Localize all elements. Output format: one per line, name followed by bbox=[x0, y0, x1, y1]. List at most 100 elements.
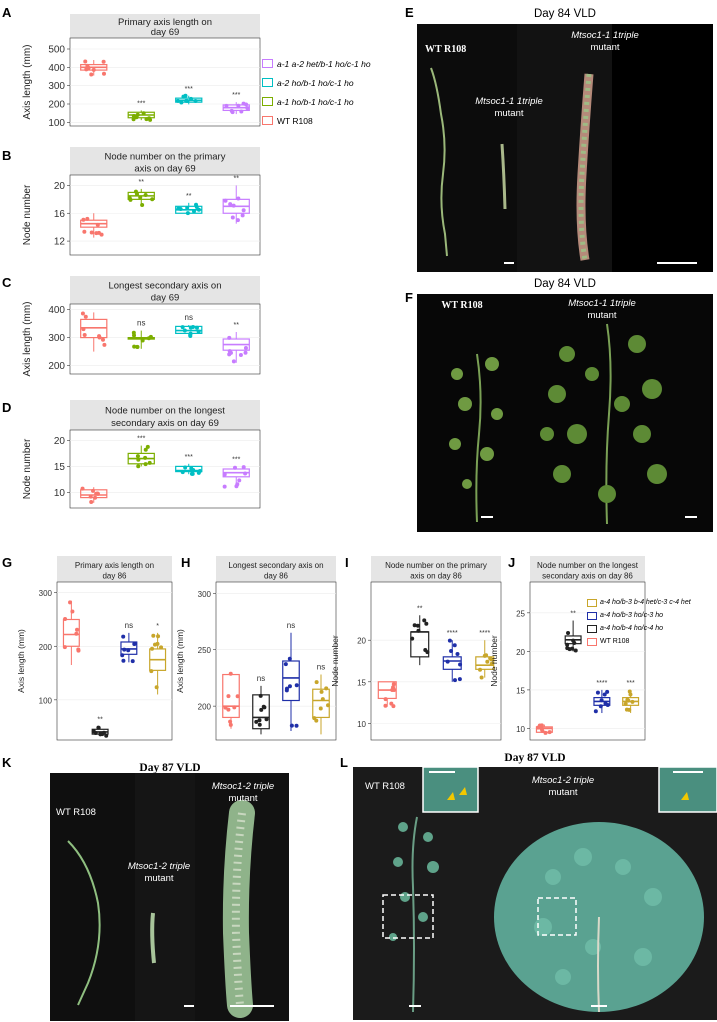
data-point bbox=[182, 328, 187, 333]
panel-label-h: H bbox=[181, 555, 191, 570]
box-1: ** bbox=[127, 179, 155, 207]
data-point bbox=[318, 706, 323, 711]
box-1: ** bbox=[91, 717, 109, 738]
box-0 bbox=[80, 213, 108, 238]
data-point bbox=[627, 707, 632, 712]
data-point bbox=[537, 723, 542, 728]
data-point bbox=[230, 110, 235, 115]
y-tick-label: 12 bbox=[54, 237, 66, 248]
data-point bbox=[140, 338, 145, 343]
photo-l-plants bbox=[382, 767, 717, 1013]
data-point bbox=[97, 334, 102, 339]
data-point bbox=[80, 311, 85, 316]
data-point bbox=[226, 707, 231, 712]
data-point bbox=[104, 733, 109, 738]
legend-top: a-1 a-2 het/b-1 ho/c-1 ho a-2 ho/b-1 ho/… bbox=[262, 54, 412, 130]
data-point bbox=[605, 703, 610, 708]
box-2: ns bbox=[175, 313, 203, 338]
box-0 bbox=[80, 311, 108, 352]
data-point bbox=[185, 205, 190, 210]
y-tick-label: 500 bbox=[48, 45, 65, 56]
data-point bbox=[283, 662, 288, 667]
photo-l-wt-label: WT R108 bbox=[365, 781, 405, 792]
data-point bbox=[455, 651, 460, 656]
box-3: *** bbox=[622, 680, 640, 714]
data-point bbox=[458, 662, 463, 667]
photo-l-mutant-label: Mtsoc1-2 triple bbox=[531, 775, 595, 786]
chart-title-line: Node number on the primary bbox=[105, 152, 226, 163]
y-axis-label: Node number bbox=[22, 184, 33, 245]
data-point bbox=[241, 465, 246, 470]
photo-f-mutant-label2: mutant bbox=[587, 310, 617, 321]
chart-title-line: Longest secondary axis on bbox=[108, 281, 221, 292]
data-point bbox=[63, 616, 68, 621]
significance-label: * bbox=[156, 623, 159, 630]
y-tick-label: 100 bbox=[48, 118, 65, 129]
chart-title-line: axis on day 69 bbox=[134, 163, 195, 174]
data-point bbox=[89, 230, 94, 235]
y-tick-label: 200 bbox=[39, 643, 53, 652]
photo-k-mutant-b-label: Mtsoc1-2 triple bbox=[211, 781, 275, 792]
data-point bbox=[324, 686, 329, 691]
chart-title-line: secondary axis on day 69 bbox=[111, 418, 219, 429]
photo-k-wt-label: WT R108 bbox=[56, 807, 96, 818]
data-point bbox=[235, 482, 240, 487]
y-axis-label: Axis length (mm) bbox=[175, 629, 185, 693]
data-point bbox=[257, 722, 262, 727]
data-point bbox=[131, 117, 136, 122]
legend-swatch bbox=[587, 637, 597, 646]
data-point bbox=[319, 689, 324, 694]
significance-label: ** bbox=[97, 717, 103, 724]
chart-title-line: Node number on the longest bbox=[105, 406, 225, 417]
chart-title-line: Primary axis length on bbox=[75, 561, 154, 570]
data-point bbox=[189, 96, 194, 101]
data-point bbox=[284, 688, 289, 693]
data-point bbox=[567, 647, 572, 652]
data-point bbox=[230, 215, 235, 220]
data-point bbox=[135, 454, 140, 459]
data-point bbox=[239, 109, 244, 114]
photo-f-title: Day 84 VLD bbox=[533, 278, 596, 290]
box-rect bbox=[62, 618, 80, 647]
data-point bbox=[147, 460, 152, 465]
y-axis-label: Axis length (mm) bbox=[22, 44, 33, 119]
data-point bbox=[623, 701, 628, 706]
y-tick-label: 200 bbox=[48, 100, 65, 111]
photo-f-plants bbox=[449, 323, 697, 525]
data-point bbox=[81, 217, 86, 222]
data-point bbox=[191, 209, 196, 214]
box-1: *** bbox=[127, 100, 155, 122]
data-point bbox=[130, 659, 135, 664]
photo-e-title: Day 84 VLD bbox=[533, 8, 596, 20]
significance-label: **** bbox=[596, 680, 607, 687]
data-point bbox=[194, 204, 199, 209]
box-0 bbox=[62, 600, 81, 666]
legend-label: a-1 a-2 het/b-1 ho/c-1 ho bbox=[277, 58, 371, 69]
panel-label-i: I bbox=[345, 555, 349, 570]
data-point bbox=[547, 730, 552, 735]
photo-e-mutant-b-label: Mtsoc1-1 1triple bbox=[571, 30, 639, 41]
panel-label-d: D bbox=[2, 400, 12, 415]
data-point bbox=[180, 325, 185, 330]
data-point bbox=[143, 455, 148, 460]
data-point bbox=[236, 103, 241, 108]
chart-J: Node number on the longest secondary axis… bbox=[489, 556, 646, 741]
legend-swatch bbox=[262, 78, 273, 87]
y-tick-label: 10 bbox=[516, 725, 525, 734]
box-3: *** bbox=[222, 92, 250, 115]
photo-e-wt-label: WT R108 bbox=[425, 44, 467, 55]
y-axis-label: Node number bbox=[489, 635, 499, 687]
box-2: ** bbox=[175, 193, 203, 216]
photo-f-mutant-label: Mtsoc1-1 1triple bbox=[568, 298, 636, 309]
data-point bbox=[595, 690, 600, 695]
y-tick-label: 15 bbox=[54, 462, 66, 473]
chart-H: Longest secondary axis on day 86 200 250 300… bbox=[175, 556, 337, 741]
y-tick-label: 200 bbox=[48, 361, 65, 372]
photo-k-plants bbox=[67, 800, 274, 1018]
data-point bbox=[540, 728, 545, 733]
data-point bbox=[326, 703, 331, 708]
data-point bbox=[228, 671, 233, 676]
legend-label: a-1 ho/b-1 ho/c-1 ho bbox=[277, 96, 354, 107]
data-point bbox=[489, 661, 494, 666]
